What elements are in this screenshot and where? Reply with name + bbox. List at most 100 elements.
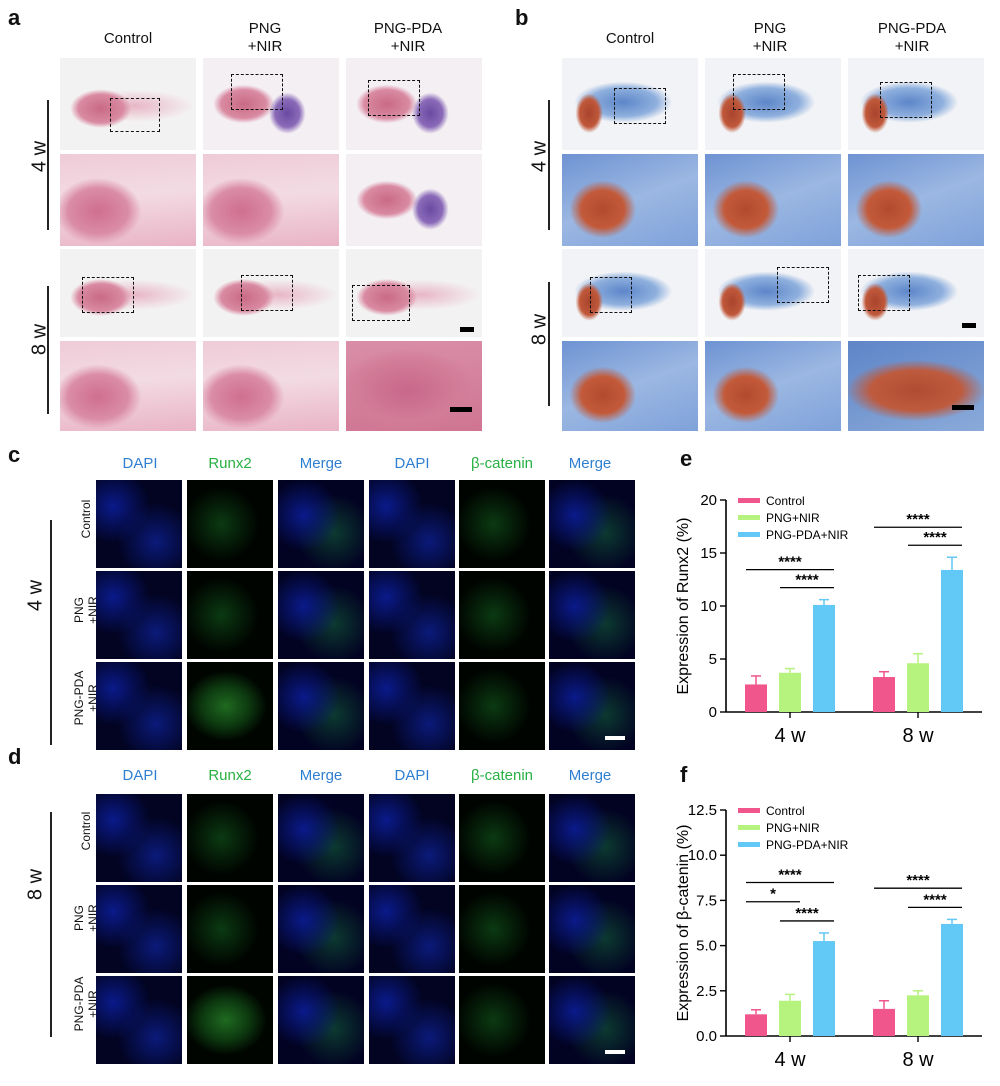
if-image: [459, 571, 545, 659]
if-image: [187, 885, 273, 973]
legend-label: PNG+NIR: [766, 511, 820, 525]
panel-label-f: f: [680, 762, 688, 787]
if-image: [459, 885, 545, 973]
significance-label: ****: [795, 572, 819, 589]
if-col-header: Merge: [299, 455, 343, 472]
y-tick-label: 5.0: [696, 938, 717, 955]
masson-image: [848, 58, 984, 150]
if-image: [96, 976, 182, 1064]
significance-label: ****: [778, 867, 802, 884]
masson-zoom-image: [848, 341, 984, 431]
he-image: [60, 58, 196, 150]
y-tick-label: 2.5: [696, 983, 717, 1000]
if-image: [278, 571, 364, 659]
bar: [745, 684, 767, 712]
if-image: [278, 662, 364, 750]
if-image: [549, 571, 635, 659]
row-label-line: PNG-PDA: [72, 976, 86, 1032]
significance-label: ****: [923, 891, 947, 908]
col-header-png-b: PNG +NIR: [700, 20, 840, 56]
masson-zoom-image: [848, 154, 984, 246]
significance-label: ****: [795, 905, 819, 922]
scale-bar: [962, 323, 976, 328]
if-image: [549, 662, 635, 750]
col-header-control-a: Control: [103, 30, 153, 47]
y-tick-label: 10.0: [688, 847, 717, 864]
if-image: [369, 794, 455, 882]
legend-label: Control: [766, 494, 805, 508]
if-col-header: Merge: [299, 767, 343, 784]
he-zoom-image: [203, 341, 339, 431]
if-image: [187, 794, 273, 882]
x-tick-label: 8 w: [902, 1049, 934, 1071]
if-image: [96, 662, 182, 750]
zoom-box: [590, 277, 632, 313]
scale-bar: [460, 327, 474, 332]
he-zoom-image: [60, 341, 196, 431]
panel-label-c: c: [8, 442, 21, 467]
he-zoom-image: [346, 154, 482, 246]
if-col-header: DAPI: [122, 767, 158, 784]
legend-swatch: [738, 808, 760, 813]
if-row-label-control: Control: [79, 811, 93, 851]
legend-swatch: [738, 825, 760, 830]
bar: [779, 672, 801, 712]
if-image: [459, 480, 545, 568]
zoom-box: [82, 277, 134, 313]
he-zoom-image: [203, 154, 339, 246]
he-image: [346, 58, 482, 150]
if-col-header: DAPI: [122, 455, 158, 472]
if-row-label-control: Control: [79, 499, 93, 539]
if-image: [369, 571, 455, 659]
zoom-box: [777, 267, 829, 303]
if-image: [96, 571, 182, 659]
masson-image: [705, 249, 841, 337]
legend-label: PNG-PDA+NIR: [766, 528, 849, 542]
col-header-line: +NIR: [752, 38, 788, 55]
if-col-header: Runx2: [208, 767, 252, 784]
masson-image: [848, 249, 984, 337]
y-axis-label: Expression of β-catenin (%): [675, 825, 692, 1022]
y-tick-label: 0: [709, 704, 717, 721]
significance-label: ****: [906, 511, 930, 528]
bar: [813, 941, 835, 1036]
significance-label: ****: [778, 554, 802, 571]
scale-bar: [605, 1050, 625, 1054]
zoom-box: [880, 82, 932, 118]
row-bracket: [548, 100, 550, 230]
legend-swatch: [738, 515, 760, 520]
if-image: [549, 885, 635, 973]
if-time-label-8w: 8 w: [24, 868, 47, 901]
row-bracket: [50, 812, 52, 1037]
legend-label: PNG+NIR: [766, 821, 820, 835]
masson-zoom-image: [705, 341, 841, 431]
col-header-line: PNG: [248, 20, 282, 37]
if-image: [187, 571, 273, 659]
masson-image: [705, 58, 841, 150]
col-header-pda-a: PNG-PDA +NIR: [338, 20, 478, 56]
col-header-line: +NIR: [894, 38, 930, 55]
if-image: [96, 794, 182, 882]
row-label-line: PNG: [72, 905, 86, 932]
he-image: [346, 249, 482, 337]
row-bracket: [50, 520, 52, 745]
if-image: [369, 480, 455, 568]
legend-swatch: [738, 842, 760, 847]
y-tick-label: 5: [709, 651, 717, 668]
bar: [779, 1000, 801, 1036]
bar: [941, 923, 963, 1036]
if-col-header: Merge: [568, 455, 612, 472]
bar: [745, 1014, 767, 1036]
bar: [873, 1008, 895, 1036]
zoom-box: [110, 98, 160, 132]
he-image: [60, 249, 196, 337]
masson-zoom-image: [705, 154, 841, 246]
zoom-box: [241, 275, 293, 311]
if-image: [278, 885, 364, 973]
if-image: [549, 976, 635, 1064]
if-image: [187, 662, 273, 750]
x-tick-label: 4 w: [774, 725, 806, 747]
he-zoom-image: [346, 341, 482, 431]
bar: [907, 995, 929, 1036]
row-label-line: PNG-PDA: [72, 670, 86, 726]
